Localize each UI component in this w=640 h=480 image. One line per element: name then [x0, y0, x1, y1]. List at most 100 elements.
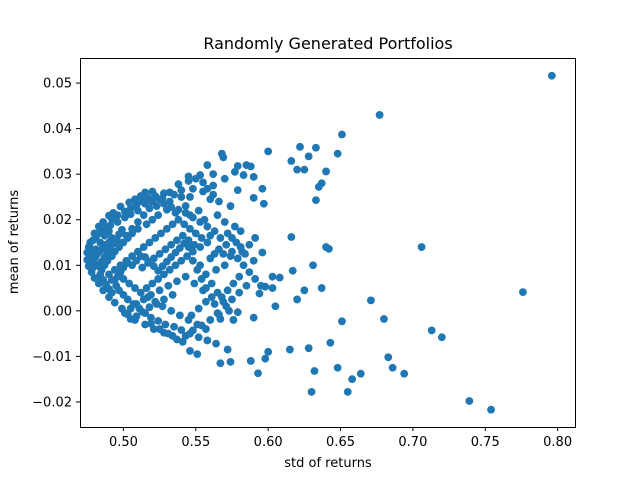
scatter-point [333, 149, 342, 158]
scatter-point [106, 221, 115, 230]
scatter-point [173, 335, 181, 344]
scatter-point [249, 193, 258, 202]
y-axis-label: mean of returns [7, 190, 22, 294]
scatter-point [261, 354, 270, 363]
plot-frame [80, 58, 576, 428]
scatter-point [239, 261, 248, 270]
scatter-point [113, 218, 122, 226]
scatter-point [223, 345, 232, 354]
scatter-point [120, 207, 129, 216]
scatter-point [417, 243, 426, 251]
scatter-point [188, 213, 197, 222]
scatter-point [465, 397, 474, 405]
scatter-point [236, 243, 245, 251]
scatter-point [139, 295, 148, 304]
scatter-point [173, 277, 181, 286]
scatter-point [131, 195, 139, 204]
scatter-point [356, 369, 365, 378]
scatter-point [160, 199, 168, 208]
scatter-point [142, 284, 151, 292]
scatter-point [184, 243, 193, 251]
scatter-point [175, 311, 184, 320]
scatter-point [437, 333, 446, 342]
scatter-point [223, 286, 232, 295]
scatter-point [155, 249, 164, 258]
scatter-point [264, 147, 273, 156]
scatter-point [249, 256, 258, 265]
scatter-point [197, 321, 206, 330]
scatter-point [259, 199, 268, 208]
scatter-point [233, 162, 242, 170]
scatter-point [133, 218, 142, 226]
scatter-point [245, 268, 254, 277]
scatter-point [154, 275, 163, 283]
scatter-point [144, 193, 152, 202]
scatter-point [173, 236, 181, 245]
scatter-point [375, 111, 384, 119]
scatter-point [177, 256, 186, 265]
scatter-point [167, 306, 176, 315]
scatter-point [157, 229, 165, 238]
scatter-point [343, 388, 352, 396]
scatter-point [193, 265, 202, 274]
scatter-point [155, 286, 164, 295]
scatter-point [165, 265, 174, 274]
scatter-point [86, 244, 95, 252]
scatter-point [181, 202, 190, 210]
scatter-point [222, 240, 231, 249]
scatter-point [132, 312, 141, 321]
scatter-point [203, 161, 212, 169]
scatter-point [207, 293, 216, 302]
scatter-point [142, 220, 151, 229]
scatter-point [239, 171, 248, 179]
scatter-point [138, 307, 147, 316]
scatter-point [148, 215, 157, 224]
scatter-point [312, 196, 320, 205]
scatter-point [164, 281, 173, 290]
scatter-point [264, 347, 273, 356]
scatter-point [293, 165, 302, 174]
scatter-point [151, 234, 160, 242]
scatter-point [215, 197, 223, 206]
scatter-point [209, 170, 218, 179]
scatter-point [242, 281, 251, 290]
scatter-point [317, 284, 326, 292]
scatter-point [152, 300, 161, 308]
scatter-point [241, 249, 249, 258]
scatter-point [257, 281, 265, 290]
scatter-point [203, 336, 212, 345]
scatter-point [160, 270, 168, 279]
scatter-point [268, 272, 277, 281]
scatter-point [207, 279, 216, 288]
scatter-point [164, 329, 173, 338]
scatter-point [186, 347, 194, 355]
scatter-point [288, 266, 297, 275]
scatter-point [158, 193, 167, 202]
scatter-point [197, 234, 206, 242]
scatter-point [233, 254, 242, 263]
scatter-point [138, 263, 147, 272]
scatter-point [154, 211, 163, 220]
scatter-point [177, 186, 186, 195]
scatter-point [120, 213, 129, 222]
x-tick-label: 0.55 [181, 435, 210, 450]
scatter-point [194, 206, 203, 215]
scatter-point [326, 338, 335, 347]
scatter-point [128, 224, 137, 233]
scatter-point [226, 357, 235, 366]
scatter-point [235, 288, 244, 297]
scatter-point [388, 363, 397, 372]
scatter-point [194, 304, 203, 313]
points-layer [83, 71, 556, 414]
scatter-point [132, 300, 141, 308]
scatter-point [152, 202, 161, 210]
scatter-point [107, 214, 116, 223]
scatter-point [251, 275, 260, 283]
chart-title: Randomly Generated Portfolios [203, 34, 452, 53]
scatter-point [174, 215, 183, 224]
scatter-point [197, 275, 206, 283]
scatter-point [154, 316, 163, 325]
scatter-point [209, 181, 218, 190]
ticks-layer: 0.50 0.55 0.60 0.65 0.70 0.75 0.80 −0.02 −0.01 0.… [32, 77, 572, 450]
